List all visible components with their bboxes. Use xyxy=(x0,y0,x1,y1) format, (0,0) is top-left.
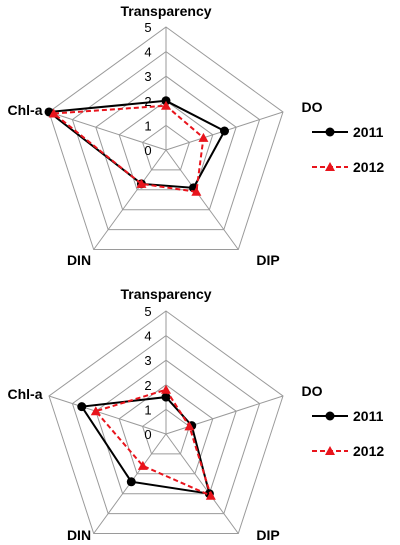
point-2012 xyxy=(136,178,147,188)
point-2011 xyxy=(219,126,229,136)
grid-ring-4 xyxy=(71,334,261,515)
grid-ring-2 xyxy=(118,100,214,191)
grid-ring-1 xyxy=(142,408,190,455)
tick-label: 2 xyxy=(144,94,151,109)
tick-label: 3 xyxy=(144,353,151,368)
point-2012 xyxy=(90,406,101,416)
point-2012 xyxy=(48,108,59,118)
point-2011 xyxy=(126,477,136,487)
legend-marker-2012 xyxy=(325,446,335,455)
series-line-2011 xyxy=(80,396,211,495)
legend-label-2012: 2012 xyxy=(353,443,384,459)
grid-ring-3 xyxy=(95,359,237,495)
legend: 2011 2012 xyxy=(312,124,384,175)
grid-ring-1 xyxy=(142,124,190,171)
tick-label: 1 xyxy=(144,402,151,417)
axis-label-do: DO xyxy=(302,99,323,115)
point-2012 xyxy=(137,460,148,470)
series-line-2012 xyxy=(94,388,213,498)
legend-label-2011: 2011 xyxy=(353,124,384,140)
axis-label-chl-a: Chl-a xyxy=(8,102,43,118)
spoke-chl-a xyxy=(48,395,167,435)
series-line-2011 xyxy=(46,99,226,189)
point-2011 xyxy=(161,392,171,402)
spoke-do xyxy=(165,395,284,435)
spoke-din xyxy=(93,149,167,250)
legend-label-2011: 2011 xyxy=(353,408,384,424)
point-2012 xyxy=(191,186,202,196)
tick-label: 0 xyxy=(144,427,151,442)
axis-label-din: DIN xyxy=(67,527,91,543)
axis-label-do: DO xyxy=(302,383,323,399)
tick-label: 1 xyxy=(144,118,151,133)
legend-marker-2012 xyxy=(325,162,335,171)
point-2012 xyxy=(161,100,171,110)
point-2012 xyxy=(161,384,171,394)
axis-label-din: DIN xyxy=(67,252,91,268)
axis-label-chl-a: Chl-a xyxy=(8,386,43,402)
legend-label-2012: 2012 xyxy=(353,159,384,175)
point-2012 xyxy=(205,490,216,500)
series-line-2012 xyxy=(51,104,205,193)
tick-label: 5 xyxy=(144,304,151,319)
grid-ring-3 xyxy=(95,75,237,211)
tick-label: 3 xyxy=(144,69,151,84)
point-2012 xyxy=(184,421,195,431)
axis-label-dip: DIP xyxy=(256,527,279,543)
grid-ring-2 xyxy=(118,384,214,475)
grid-ring-5 xyxy=(48,26,284,251)
tick-label: 2 xyxy=(144,378,151,393)
tick-label: 4 xyxy=(144,45,151,60)
tick-label: 5 xyxy=(144,20,151,35)
spoke-dip xyxy=(165,149,239,250)
legend: 2011 2012 xyxy=(312,408,384,459)
tick-label: 4 xyxy=(144,329,151,344)
legend-marker-2011 xyxy=(325,127,335,137)
tick-label: 0 xyxy=(144,143,151,158)
point-2011 xyxy=(77,402,87,412)
spoke-dip xyxy=(165,433,239,534)
grid-ring-5 xyxy=(48,310,284,535)
point-2012 xyxy=(198,132,209,142)
spoke-chl-a xyxy=(48,111,167,151)
axis-label-dip: DIP xyxy=(256,252,279,268)
axis-label-transparency: Transparency xyxy=(120,3,211,19)
radar-chart-2: 0 1 2 3 4 5 Transparency DO DIP DIN Chl-a 2011 2012 xyxy=(8,286,385,543)
legend-marker-2011 xyxy=(325,411,335,421)
axis-label-transparency: Transparency xyxy=(120,286,211,302)
